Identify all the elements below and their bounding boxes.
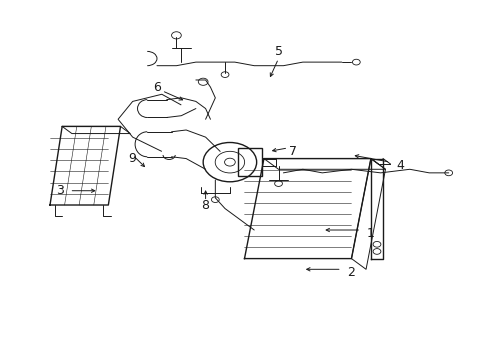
Text: 3: 3 [56,184,63,197]
Text: 8: 8 [201,198,209,212]
Text: 4: 4 [395,159,403,172]
Text: 5: 5 [274,45,282,58]
Text: 9: 9 [128,152,136,165]
Text: 2: 2 [347,266,355,279]
Text: 6: 6 [153,81,161,94]
Text: 1: 1 [366,227,374,240]
Text: 7: 7 [288,145,297,158]
